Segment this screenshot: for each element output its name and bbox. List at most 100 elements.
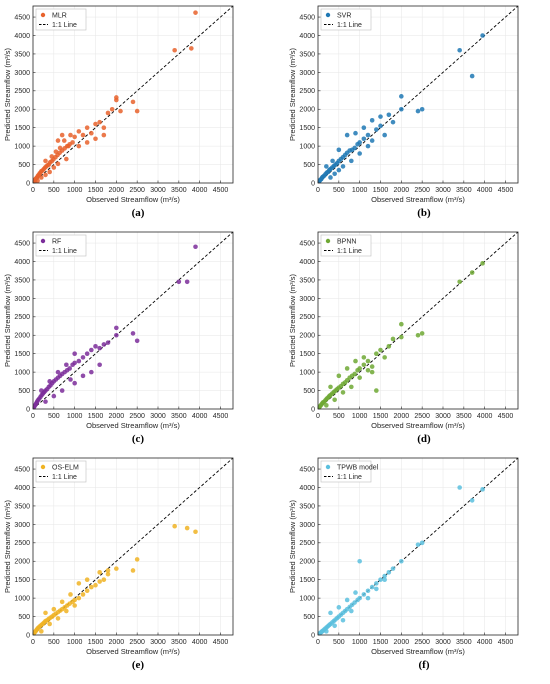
- legend-marker: [325, 464, 331, 470]
- y-tick-label: 4000: [299, 259, 315, 266]
- data-point: [93, 121, 98, 127]
- y-tick-label: 3500: [299, 51, 315, 58]
- data-point: [332, 623, 337, 629]
- x-tick-label: 1500: [88, 413, 104, 420]
- data-point: [469, 270, 475, 275]
- y-axis-label: Predicted Streamflow (m³/s): [288, 500, 297, 593]
- y-tick-label: 4000: [14, 485, 30, 492]
- y-tick-label: 2500: [14, 88, 30, 95]
- legend-box: [320, 460, 372, 483]
- legend: MLR 1:1 Line: [35, 8, 87, 31]
- data-points: [318, 33, 485, 183]
- data-point: [76, 129, 82, 134]
- y-tick-label: 0: [311, 632, 315, 639]
- data-point: [89, 347, 94, 353]
- legend-entry: RF: [52, 238, 61, 245]
- data-point: [415, 542, 421, 547]
- data-point: [480, 33, 485, 38]
- data-point: [353, 130, 358, 136]
- y-tick-label: 3000: [14, 522, 30, 529]
- one-to-one-line: [33, 458, 233, 635]
- data-point: [399, 321, 404, 327]
- data-point: [105, 571, 111, 577]
- data-point: [93, 136, 98, 142]
- data-point: [189, 46, 194, 51]
- x-tick-label: 2000: [109, 639, 125, 646]
- data-point: [340, 617, 346, 623]
- data-point: [76, 358, 82, 364]
- data-point: [47, 169, 52, 175]
- data-point: [457, 485, 462, 490]
- x-tick-label: 500: [333, 639, 345, 646]
- y-tick-label: 2000: [14, 559, 30, 566]
- data-point: [55, 616, 61, 621]
- data-point: [457, 279, 462, 285]
- y-tick-label: 3500: [14, 51, 30, 58]
- x-axis-label: Observed Streamflow (m³/s): [371, 647, 465, 656]
- y-tick-label: 1000: [14, 144, 30, 151]
- x-tick-label: 1500: [373, 187, 389, 194]
- data-point: [130, 331, 136, 336]
- x-tick-label: 3000: [435, 187, 451, 194]
- y-tick-label: 1500: [299, 351, 315, 358]
- x-axis-label: Observed Streamflow (m³/s): [371, 195, 465, 204]
- y-tick-label: 3500: [299, 503, 315, 510]
- data-point: [357, 140, 362, 145]
- data-points: [33, 244, 198, 409]
- data-point: [378, 123, 383, 129]
- data-point: [134, 557, 140, 562]
- x-tick-label: 4000: [477, 187, 493, 194]
- x-tick-label: 1000: [352, 639, 368, 646]
- scatter-panel-c: 0 500 1000 1500 2000 2500 3000 3500 4000 4500 0 500…: [3, 231, 234, 445]
- x-tick-label: 1500: [373, 639, 389, 646]
- data-point: [353, 590, 358, 595]
- legend-entry: TPWB model: [337, 464, 379, 471]
- data-point: [59, 132, 65, 138]
- y-tick-label: 0: [26, 180, 30, 187]
- data-point: [67, 366, 72, 371]
- x-tick-label: 1500: [88, 187, 104, 194]
- data-point: [357, 151, 362, 156]
- x-tick-label: 1000: [352, 413, 368, 420]
- data-point: [357, 595, 362, 601]
- panel-label: (c): [132, 433, 145, 445]
- scatter-panel-d: 0 500 1000 1500 2000 2500 3000 3500 4000 4500 0 500…: [288, 231, 519, 445]
- y-tick-label: 1000: [299, 144, 315, 151]
- data-point: [344, 597, 350, 603]
- y-tick-label: 500: [18, 388, 30, 395]
- data-point: [390, 336, 396, 342]
- x-tick-label: 3000: [435, 413, 451, 420]
- x-tick-label: 0: [316, 413, 320, 420]
- y-tick-label: 0: [26, 406, 30, 413]
- y-tick-label: 3000: [299, 70, 315, 77]
- y-tick-label: 2500: [14, 540, 30, 547]
- data-point: [328, 175, 333, 180]
- data-point: [68, 132, 73, 138]
- data-point: [89, 584, 94, 590]
- data-point: [357, 558, 362, 564]
- y-axis-label: Predicted Streamflow (m³/s): [288, 48, 297, 141]
- x-tick-label: 4000: [192, 187, 208, 194]
- legend-marker: [40, 12, 46, 18]
- data-point: [382, 132, 387, 138]
- legend: SVR 1:1 Line: [320, 8, 372, 31]
- legend-box: [320, 8, 372, 31]
- data-point: [415, 332, 421, 338]
- data-point: [76, 581, 82, 586]
- y-tick-label: 4000: [14, 259, 30, 266]
- x-tick-label: 0: [316, 187, 320, 194]
- panel-label: (e): [132, 659, 145, 671]
- x-tick-label: 0: [31, 639, 35, 646]
- data-points: [318, 261, 485, 409]
- data-point: [365, 367, 371, 373]
- data-point: [469, 73, 475, 79]
- data-point: [72, 360, 77, 366]
- panel-label: (d): [417, 433, 431, 445]
- data-point: [59, 599, 65, 605]
- data-point: [332, 171, 337, 177]
- x-tick-label: 1500: [88, 639, 104, 646]
- y-tick-label: 500: [18, 614, 30, 621]
- data-points: [318, 485, 485, 635]
- data-point: [97, 362, 102, 368]
- x-tick-label: 4500: [213, 187, 229, 194]
